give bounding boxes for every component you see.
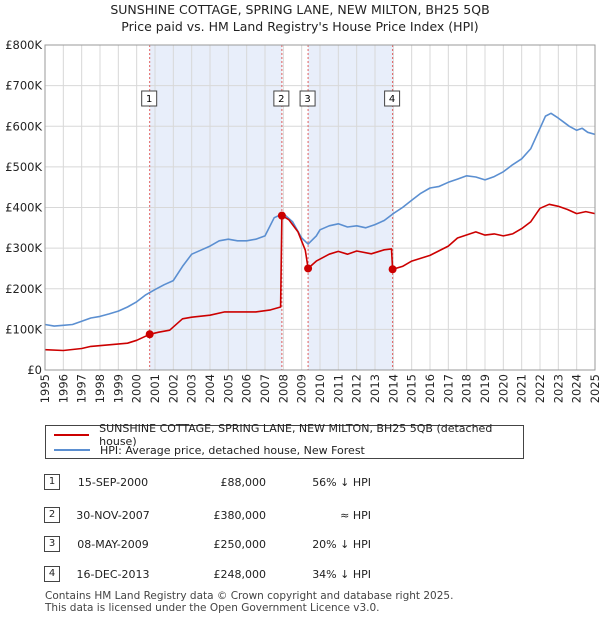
sale-label-box bbox=[299, 90, 316, 107]
plot-border bbox=[44, 44, 596, 371]
sale-label-text: 1 bbox=[146, 94, 152, 105]
legend: SUNSHINE COTTAGE, SPRING LANE, NEW MILTO… bbox=[45, 422, 524, 459]
y-tick-label: £300K bbox=[5, 241, 42, 255]
sale-label-box bbox=[141, 90, 158, 107]
x-tick-label: 2025 bbox=[588, 374, 600, 403]
x-tick-label: 1997 bbox=[75, 374, 89, 403]
sale-number-badge: 3 bbox=[44, 536, 60, 552]
chart-subtitle: Price paid vs. HM Land Registry's House … bbox=[121, 19, 478, 34]
sale-number-badge: 4 bbox=[44, 566, 60, 582]
sale-label-text: 2 bbox=[278, 94, 284, 105]
x-tick-label: 2001 bbox=[148, 374, 162, 403]
x-tick-label: 1998 bbox=[93, 374, 107, 403]
x-tick-label: 2005 bbox=[221, 374, 235, 403]
sale-row: 4 16-DEC-2013 £248,000 34% ↓ HPI bbox=[38, 566, 438, 584]
y-tick-label: £100K bbox=[5, 322, 42, 336]
legend-item-hpi: HPI: Average price, detached house, New … bbox=[54, 442, 365, 458]
sale-point bbox=[388, 265, 397, 274]
sale-price: £380,000 bbox=[213, 509, 267, 522]
licence-line: This data is licensed under the Open Gov… bbox=[45, 602, 380, 614]
x-tick-label: 2008 bbox=[276, 374, 290, 403]
x-tick-label: 2004 bbox=[203, 374, 217, 403]
x-tick-label: 2006 bbox=[240, 374, 254, 403]
price-chart: SUNSHINE COTTAGE, SPRING LANE, NEW MILTO… bbox=[5, 2, 600, 403]
y-tick-label: £800K bbox=[5, 38, 42, 52]
sale-label-text: 3 bbox=[304, 94, 310, 105]
attribution-line: Contains HM Land Registry data © Crown c… bbox=[45, 590, 454, 602]
sale-price: £248,000 bbox=[213, 568, 267, 581]
x-tick-label: 1995 bbox=[38, 374, 52, 403]
sale-point bbox=[304, 264, 313, 273]
sale-row: 2 30-NOV-2007 £380,000 ≈ HPI bbox=[38, 507, 438, 525]
sale-price: £250,000 bbox=[213, 538, 267, 551]
y-tick-label: £0 bbox=[27, 363, 42, 377]
sale-date: 30-NOV-2007 bbox=[76, 509, 150, 522]
sale-label-text: 4 bbox=[389, 94, 395, 105]
x-tick-label: 2012 bbox=[350, 374, 364, 403]
y-tick-label: £600K bbox=[5, 119, 42, 133]
x-tick-label: 2009 bbox=[295, 374, 309, 403]
x-tick-label: 2018 bbox=[460, 374, 474, 403]
sale-price: £88,000 bbox=[220, 476, 267, 489]
x-tick-label: 2007 bbox=[258, 374, 272, 403]
legend-label-property: SUNSHINE COTTAGE, SPRING LANE, NEW MILTO… bbox=[99, 422, 493, 448]
hpi-line bbox=[44, 112, 596, 327]
x-tick-label: 2003 bbox=[185, 374, 199, 403]
y-tick-label: £700K bbox=[5, 79, 42, 93]
x-tick-label: 2014 bbox=[386, 374, 400, 403]
x-tick-label: 2024 bbox=[570, 374, 584, 403]
sale-hpi-comparison: 20% ↓ HPI bbox=[312, 538, 371, 551]
x-tick-label: 2010 bbox=[313, 374, 327, 403]
property-price-line bbox=[44, 203, 596, 352]
x-tick-label: 2022 bbox=[533, 374, 547, 403]
x-tick-label: 2017 bbox=[441, 374, 455, 403]
x-tick-label: 2023 bbox=[551, 374, 565, 403]
legend-swatch-hpi bbox=[54, 449, 90, 451]
sale-date: 08-MAY-2009 bbox=[77, 538, 149, 551]
x-tick-label: 2016 bbox=[423, 374, 437, 403]
sale-label-box bbox=[273, 90, 290, 107]
y-tick-label: £200K bbox=[5, 282, 42, 296]
chart-title: SUNSHINE COTTAGE, SPRING LANE, NEW MILTO… bbox=[110, 2, 489, 17]
sale-row: 1 15-SEP-2000 £88,000 56% ↓ HPI bbox=[38, 474, 438, 492]
x-tick-label: 2011 bbox=[331, 374, 345, 403]
sale-number-badge: 1 bbox=[44, 474, 60, 490]
x-tick-label: 2015 bbox=[405, 374, 419, 403]
sale-point bbox=[277, 211, 286, 220]
x-tick-label: 2002 bbox=[166, 374, 180, 403]
y-tick-label: £500K bbox=[5, 160, 42, 174]
legend-label-hpi: HPI: Average price, detached house, New … bbox=[100, 443, 365, 457]
x-tick-label: 1999 bbox=[111, 374, 125, 403]
x-tick-label: 2013 bbox=[368, 374, 382, 403]
sale-hpi-comparison: ≈ HPI bbox=[340, 509, 371, 522]
x-tick-label: 2021 bbox=[515, 374, 529, 403]
sale-label-box bbox=[384, 90, 401, 107]
legend-item-property: SUNSHINE COTTAGE, SPRING LANE, NEW MILTO… bbox=[54, 422, 523, 448]
x-tick-label: 2020 bbox=[496, 374, 510, 403]
x-tick-label: 1996 bbox=[56, 374, 70, 403]
y-tick-label: £400K bbox=[5, 201, 42, 215]
sale-number-badge: 2 bbox=[44, 507, 60, 523]
sale-row: 3 08-MAY-2009 £250,000 20% ↓ HPI bbox=[38, 536, 438, 554]
sale-hpi-comparison: 34% ↓ HPI bbox=[312, 568, 371, 581]
x-tick-label: 2000 bbox=[130, 374, 144, 403]
legend-swatch-property bbox=[54, 434, 90, 436]
sale-hpi-comparison: 56% ↓ HPI bbox=[312, 476, 371, 489]
attribution-footer: Contains HM Land Registry data © Crown c… bbox=[45, 590, 453, 614]
sale-date: 16-DEC-2013 bbox=[76, 568, 150, 581]
sale-date: 15-SEP-2000 bbox=[77, 476, 149, 489]
sale-point bbox=[145, 330, 154, 339]
x-tick-label: 2019 bbox=[478, 374, 492, 403]
